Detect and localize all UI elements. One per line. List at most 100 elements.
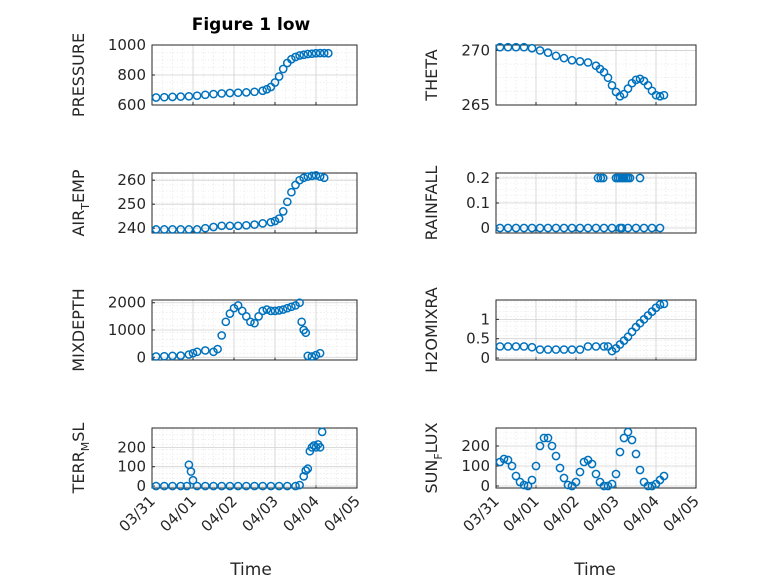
data-point <box>159 481 169 491</box>
data-point <box>303 464 313 473</box>
axes-frame <box>151 44 358 106</box>
data-point <box>598 173 608 183</box>
data-point <box>315 443 325 452</box>
data-point <box>503 455 513 465</box>
data-point <box>274 306 284 315</box>
y-tick-label: 1000 <box>108 321 146 339</box>
data-point <box>527 475 537 485</box>
data-point <box>225 481 235 491</box>
data-point <box>531 461 541 471</box>
data-point <box>519 42 529 52</box>
data-point <box>563 480 573 490</box>
axes-box <box>495 299 697 361</box>
data-point <box>188 475 198 485</box>
data-point <box>303 172 313 181</box>
data-point <box>631 223 641 233</box>
data-point <box>625 173 635 183</box>
subplot-4: 0 0.1 0.2 RAINFALL <box>422 166 697 240</box>
axes-frame <box>151 427 358 489</box>
data-point <box>311 171 321 180</box>
data-point <box>274 214 284 223</box>
data-point <box>551 51 561 61</box>
data-point <box>535 46 545 55</box>
data-point <box>499 454 509 464</box>
y-tick-label: 250 <box>117 195 146 213</box>
data-point <box>303 49 313 59</box>
data-point <box>217 221 227 231</box>
data-point <box>655 91 665 101</box>
data-point <box>599 67 609 77</box>
data-point <box>535 345 545 354</box>
axes-box <box>151 427 358 489</box>
data-point <box>176 351 186 360</box>
figure-title: Figure 1 low <box>192 15 311 35</box>
data-point <box>299 173 309 183</box>
y-tick-label: 0 <box>136 348 146 366</box>
data-point <box>507 461 517 471</box>
data-point <box>192 225 202 234</box>
data-point <box>217 89 227 98</box>
data-point <box>603 73 613 83</box>
subplot-2: 265 270 THETA <box>422 41 697 114</box>
data-point <box>315 172 325 181</box>
data-point <box>503 223 513 233</box>
data-point <box>593 173 603 183</box>
y-tick-label: 265 <box>461 96 490 114</box>
data-point <box>159 225 169 234</box>
data-point <box>274 481 284 491</box>
data-point <box>295 480 304 490</box>
data-point <box>258 306 268 316</box>
data-point <box>571 477 581 487</box>
data-point <box>623 223 633 233</box>
data-point <box>511 342 521 351</box>
data-point <box>559 223 569 233</box>
data-point <box>607 479 617 489</box>
data-point <box>282 481 292 491</box>
y-tick-label: 0.2 <box>466 169 490 187</box>
axes-frame <box>151 172 358 234</box>
data-point <box>151 225 161 234</box>
data-point <box>547 441 557 451</box>
data-point <box>200 223 210 233</box>
data-point <box>555 463 565 473</box>
data-point <box>635 465 645 475</box>
data-point <box>209 481 218 491</box>
data-point <box>575 57 585 66</box>
data-point <box>278 305 288 314</box>
data-point <box>607 81 617 90</box>
data-point <box>225 88 235 98</box>
data-point <box>619 89 629 99</box>
data-point <box>192 481 202 491</box>
data-point <box>303 351 313 361</box>
data-point <box>241 481 251 491</box>
data-point <box>551 345 561 354</box>
data-point <box>225 309 235 318</box>
y-tick-label: 0 <box>136 477 146 495</box>
data-point <box>233 88 243 98</box>
data-point <box>583 58 593 67</box>
data-point <box>282 303 292 313</box>
data-point <box>184 225 194 234</box>
data-point <box>291 52 300 62</box>
data-point <box>655 300 665 309</box>
data-point <box>315 48 325 58</box>
data-point <box>643 81 653 90</box>
data-point <box>607 223 617 233</box>
y-axis-label: TERRMSL <box>69 423 92 495</box>
data-point <box>176 481 186 491</box>
data-point <box>186 467 196 476</box>
data-point <box>591 469 601 479</box>
data-point <box>282 197 292 207</box>
y-tick-label: 240 <box>117 219 146 237</box>
data-point <box>567 55 577 65</box>
data-point <box>301 466 311 475</box>
data-point <box>266 306 276 316</box>
axes-frame <box>495 427 697 489</box>
data-point <box>301 328 311 338</box>
data-point <box>307 171 317 181</box>
data-point <box>615 447 625 457</box>
data-point <box>643 481 653 491</box>
data-point <box>159 92 169 102</box>
data-point <box>188 348 198 358</box>
